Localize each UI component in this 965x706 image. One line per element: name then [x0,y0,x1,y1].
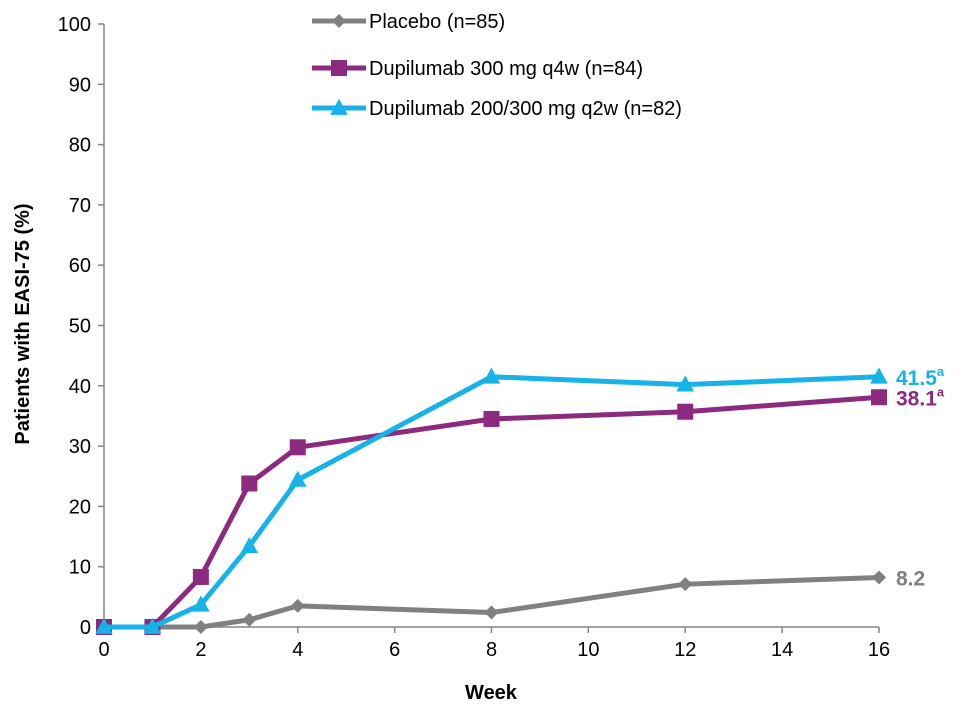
series-0 [97,570,886,634]
x-tick-label: 0 [98,639,109,661]
data-point [872,570,886,585]
x-tick-label: 8 [486,639,497,661]
legend-item: Dupilumab 200/300 mg q2w (n=82) [312,98,682,120]
x-tick-label: 16 [868,639,890,661]
ticks: 0 10 20 30 40 50 60 70 80 90 100 0 2 4 6 8 10 12 14 16 [58,14,891,661]
end-value-superscript: a [937,364,945,379]
y-tick-label: 90 [69,74,91,96]
legend-swatch-marker [332,14,346,28]
end-value: 41.5 [896,367,937,390]
x-tick-label: 10 [577,639,599,661]
y-tick-label: 10 [69,557,91,579]
end-value-label: 41.5a [896,364,945,390]
data-point [676,375,695,392]
end-value-superscript: a [937,384,945,399]
data-point [871,389,887,406]
data-point [484,605,499,620]
data-point [241,475,258,492]
x-tick-label: 2 [195,639,206,661]
data-point [242,612,257,627]
end-value: 38.1 [896,387,937,410]
series-2 [95,367,888,634]
data-point [288,470,307,487]
legend-label: Dupilumab 300 mg q4w (n=84) [369,58,643,80]
series-1 [96,389,887,635]
x-tick-label: 6 [389,639,400,661]
x-tick-label: 12 [674,639,696,661]
legend-swatch-marker [331,60,347,76]
end-value-label: 38.1a [896,384,945,410]
legend-item: Dupilumab 300 mg q4w (n=84) [312,58,643,80]
data-point [678,577,693,592]
y-axis-title: Patients with EASI-75 (%) [12,203,34,444]
x-axis-title: Week [465,682,518,704]
y-tick-label: 100 [58,14,91,36]
series-line [104,374,880,630]
legend-swatch-marker [330,98,348,115]
data-point [192,568,209,585]
legend-label: Dupilumab 200/300 mg q2w (n=82) [369,98,682,120]
y-tick-label: 20 [69,496,91,518]
data-point [192,595,210,612]
legend: Placebo (n=85) Dupilumab 300 mg q4w (n=84… [312,11,682,120]
y-tick-label: 70 [69,195,91,217]
data-point [240,536,259,554]
x-tick-label: 14 [771,639,793,661]
x-tick-label: 4 [292,639,303,661]
legend-item: Placebo (n=85) [312,11,505,33]
data-point [193,620,208,634]
data-point [95,617,113,634]
y-tick-label: 60 [69,255,91,277]
y-tick-label: 0 [80,617,91,639]
end-value: 8.2 [896,568,925,591]
y-tick-label: 40 [69,376,91,398]
data-point [143,617,162,634]
end-value-label: 8.2 [896,568,925,591]
y-tick-label: 80 [69,135,91,157]
data-point [482,367,501,384]
y-tick-label: 50 [69,316,91,338]
data-point [483,410,500,427]
series-line [104,394,880,630]
legend-label: Placebo (n=85) [369,11,505,33]
data-point [289,439,306,456]
series-line [104,575,880,630]
series-layer [95,367,888,635]
data-point [290,598,305,613]
y-tick-label: 30 [69,436,91,458]
data-point [677,403,694,420]
data-point [870,367,888,384]
